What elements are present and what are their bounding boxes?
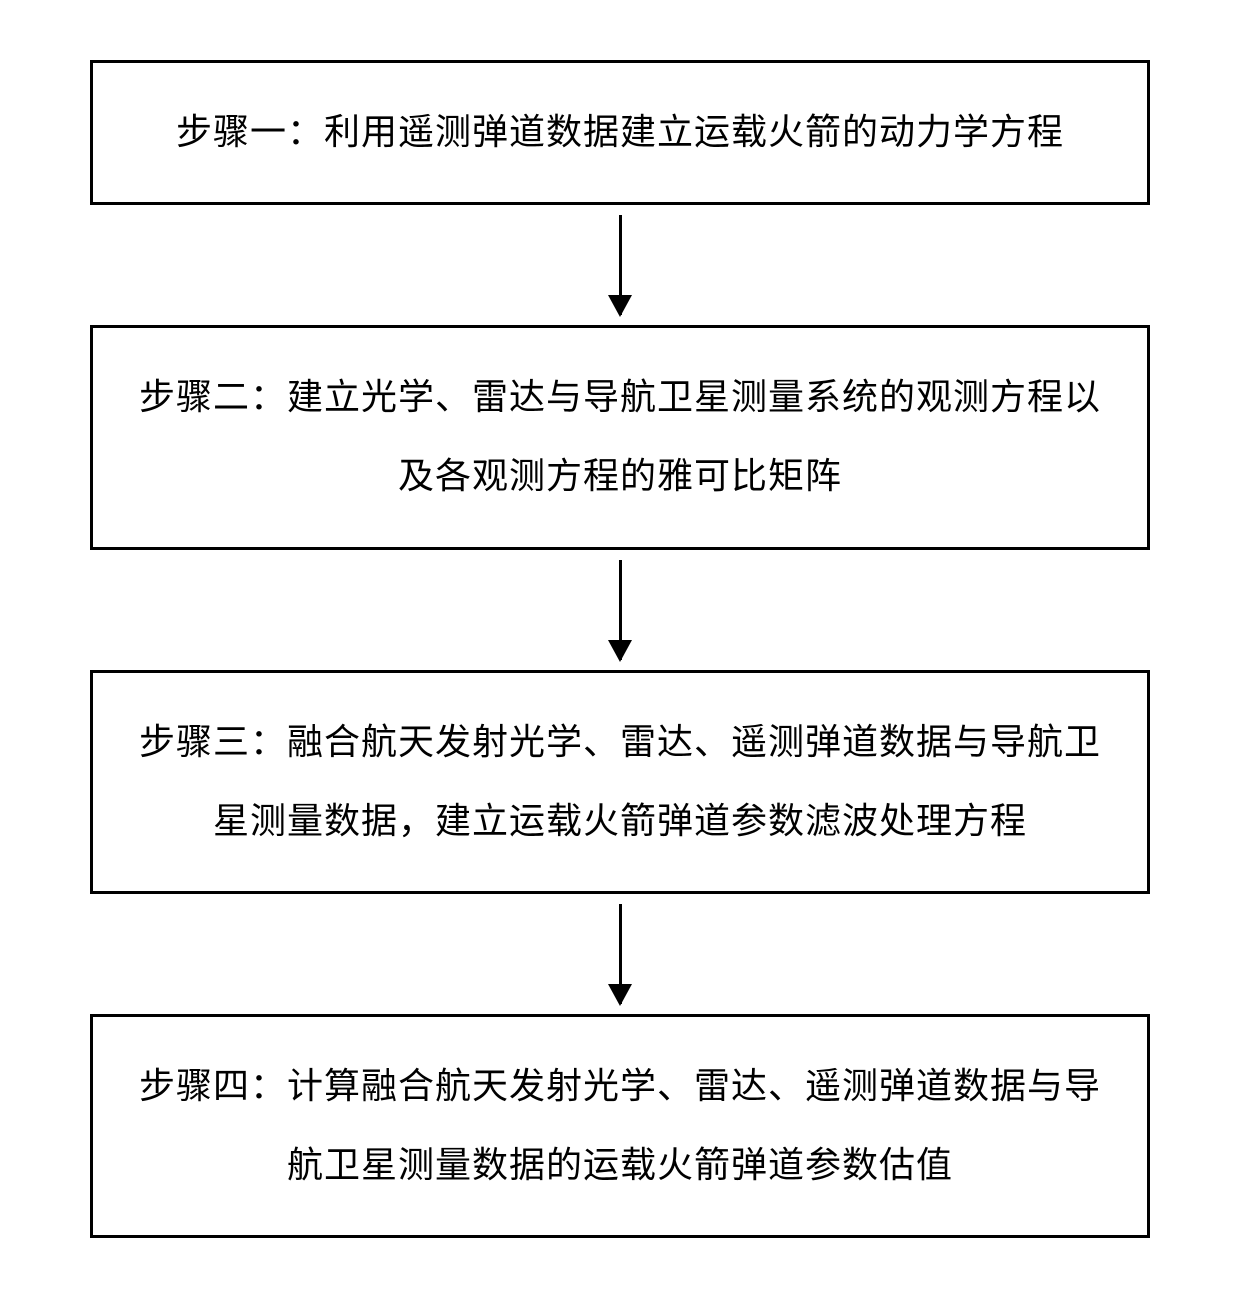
step-box-4: 步骤四：计算融合航天发射光学、雷达、遥测弹道数据与导航卫星测量数据的运载火箭弹道… bbox=[90, 1014, 1150, 1238]
step-box-1: 步骤一：利用遥测弹道数据建立运载火箭的动力学方程 bbox=[90, 60, 1150, 205]
arrow-icon bbox=[619, 560, 622, 660]
arrow-3 bbox=[619, 894, 622, 1014]
arrow-icon bbox=[619, 215, 622, 315]
step-text-2: 步骤二：建立光学、雷达与导航卫星测量系统的观测方程以及各观测方程的雅可比矩阵 bbox=[133, 358, 1107, 516]
arrow-icon bbox=[619, 904, 622, 1004]
flowchart-container: 步骤一：利用遥测弹道数据建立运载火箭的动力学方程 步骤二：建立光学、雷达与导航卫… bbox=[0, 0, 1240, 1298]
step-box-3: 步骤三：融合航天发射光学、雷达、遥测弹道数据与导航卫星测量数据，建立运载火箭弹道… bbox=[90, 670, 1150, 894]
step-text-4: 步骤四：计算融合航天发射光学、雷达、遥测弹道数据与导航卫星测量数据的运载火箭弹道… bbox=[133, 1047, 1107, 1205]
arrow-1 bbox=[619, 205, 622, 325]
step-box-2: 步骤二：建立光学、雷达与导航卫星测量系统的观测方程以及各观测方程的雅可比矩阵 bbox=[90, 325, 1150, 549]
arrow-2 bbox=[619, 550, 622, 670]
step-text-1: 步骤一：利用遥测弹道数据建立运载火箭的动力学方程 bbox=[176, 93, 1064, 172]
step-text-3: 步骤三：融合航天发射光学、雷达、遥测弹道数据与导航卫星测量数据，建立运载火箭弹道… bbox=[133, 703, 1107, 861]
